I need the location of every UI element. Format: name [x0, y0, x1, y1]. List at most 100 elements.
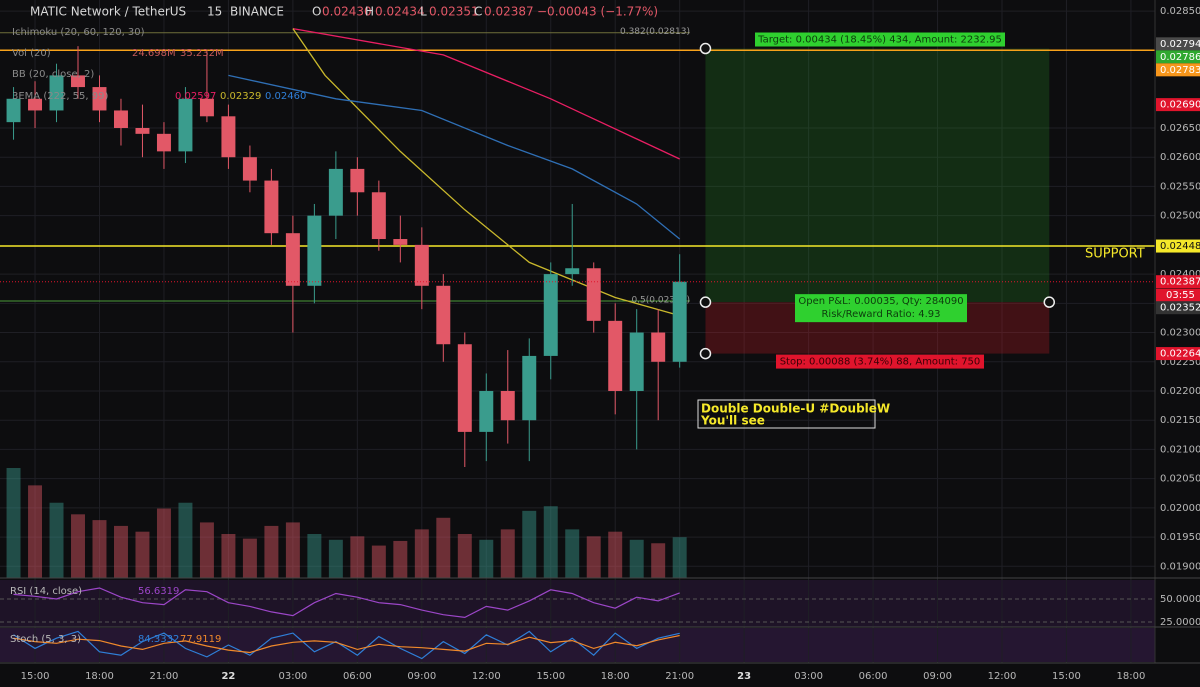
- ema-line: [292, 28, 680, 317]
- target-zone: [705, 48, 1050, 303]
- y-tick-label: 0.02400: [1160, 269, 1200, 280]
- price-tag-label: 0.02352: [1160, 303, 1200, 314]
- x-tick-label: 15:00: [1052, 671, 1081, 682]
- exchange: BINANCE: [230, 5, 284, 19]
- position-label: Target: 0.00434 (18.45%) 434, Amount: 22…: [757, 35, 1002, 46]
- volume-bar: [393, 540, 408, 578]
- countdown-tag: [1156, 288, 1200, 302]
- volume-bar: [672, 537, 687, 578]
- candle-body: [71, 75, 85, 88]
- y-tick-label: 0.02150: [1160, 415, 1200, 426]
- volume-bar: [92, 520, 107, 578]
- candle-body: [113, 110, 128, 128]
- indicator-label: BB (20, close, 2): [12, 69, 94, 80]
- readout-value: 0.02351: [429, 5, 479, 19]
- readout-value: 0.02434: [375, 5, 425, 19]
- position-label: Risk/Reward Ratio: 4.93: [821, 309, 940, 320]
- price-tag: [1156, 98, 1200, 112]
- volume-bar: [500, 529, 515, 578]
- volume-bar: [371, 545, 386, 578]
- countdown: 03:55: [1166, 290, 1195, 301]
- volume-bar: [629, 539, 644, 578]
- stoch-label: Stoch (5, 3, 3): [10, 634, 81, 645]
- change: −0.00043 (−1.77%): [537, 5, 658, 19]
- stoch-line: [13, 634, 680, 654]
- y-tick-label: 0.01900: [1160, 561, 1200, 572]
- volume-bar: [414, 529, 429, 578]
- y-tick-label: 0.02850: [1160, 6, 1200, 17]
- candle-body: [135, 127, 150, 134]
- candle-body: [221, 116, 236, 158]
- position-handle: [699, 42, 712, 55]
- y-tick-label: 0.01950: [1160, 532, 1200, 543]
- y-tick-label: 0.02500: [1160, 211, 1200, 222]
- candle-body: [28, 98, 43, 111]
- candle-body: [371, 192, 386, 240]
- y-tick-label: 0.02100: [1160, 444, 1200, 455]
- position-handle: [1043, 296, 1056, 308]
- candle-body: [565, 268, 580, 275]
- rsi-tick-label: 50.0000: [1160, 594, 1200, 605]
- volume-bar: [436, 517, 451, 578]
- candle-body: [264, 180, 279, 234]
- volume-bar: [242, 538, 257, 578]
- position-label: Stop: 0.00088 (3.74%) 88, Amount: 750: [780, 357, 981, 368]
- price-tag-label: 0.02794: [1160, 39, 1200, 50]
- volume-bar: [28, 485, 43, 578]
- candle-body: [6, 98, 21, 123]
- fib-label: 0.382(0.02813): [620, 27, 690, 37]
- price-tag-label: 0.02783: [1160, 65, 1200, 76]
- stoch-value: 84.3332: [138, 634, 179, 645]
- candle-body: [414, 244, 429, 286]
- x-tick-label: 03:00: [278, 671, 307, 682]
- symbol-title: MATIC Network / TetherUS: [30, 5, 186, 19]
- price-tag: [1156, 239, 1200, 253]
- x-tick-label: 23: [737, 671, 751, 682]
- price-tag: [1156, 347, 1200, 361]
- annotation: Double Double-U #DoubleW: [701, 402, 890, 416]
- interval: 15: [207, 5, 222, 19]
- volume-bar: [522, 510, 537, 578]
- candle-body: [672, 281, 687, 362]
- readout-key: O: [312, 5, 321, 19]
- stoch-pane: [0, 628, 1155, 662]
- volume-bar: [285, 522, 300, 578]
- candle-body: [651, 332, 666, 362]
- volume-bar: [156, 508, 171, 578]
- y-tick-label: 0.02200: [1160, 386, 1200, 397]
- candle-body: [242, 157, 257, 181]
- price-tag-label: 0.02690: [1160, 100, 1200, 111]
- rsi-label: RSI (14, close): [10, 586, 82, 597]
- position-label-box: [776, 354, 984, 369]
- candle-body: [178, 98, 193, 152]
- price-tag: [1156, 37, 1200, 51]
- readout-value: 0.02430: [322, 5, 372, 19]
- position-handle: [699, 296, 712, 308]
- volume-bar: [221, 534, 236, 578]
- rsi-value: 56.6319: [138, 586, 179, 597]
- indicator-value: 24.698M: [132, 48, 176, 59]
- x-tick-label: 15:00: [536, 671, 565, 682]
- volume-bar: [479, 539, 494, 578]
- candle-body: [328, 168, 343, 216]
- candle-body: [522, 355, 537, 421]
- x-tick-label: 21:00: [150, 671, 179, 682]
- indicator-value: 0.02460: [265, 91, 306, 102]
- x-tick-label: 06:00: [859, 671, 888, 682]
- candle-body: [500, 390, 515, 421]
- readout-key: C: [474, 5, 482, 19]
- candle-body: [629, 332, 644, 391]
- candle-body: [479, 390, 494, 432]
- readout-key: L: [420, 5, 427, 19]
- position-label: Open P&L: 0.00035, Qty: 284090: [798, 296, 963, 307]
- candle-body: [49, 75, 64, 111]
- annotation: You'll see: [700, 414, 765, 428]
- y-tick-label: 0.02650: [1160, 123, 1200, 134]
- x-tick-label: 09:00: [923, 671, 952, 682]
- rsi-pane: [0, 580, 1155, 627]
- stoch-value: 77.9119: [180, 634, 221, 645]
- price-tag-label: 0.02786: [1160, 52, 1200, 63]
- x-tick-label: 12:00: [472, 671, 501, 682]
- x-tick-label: 03:00: [794, 671, 823, 682]
